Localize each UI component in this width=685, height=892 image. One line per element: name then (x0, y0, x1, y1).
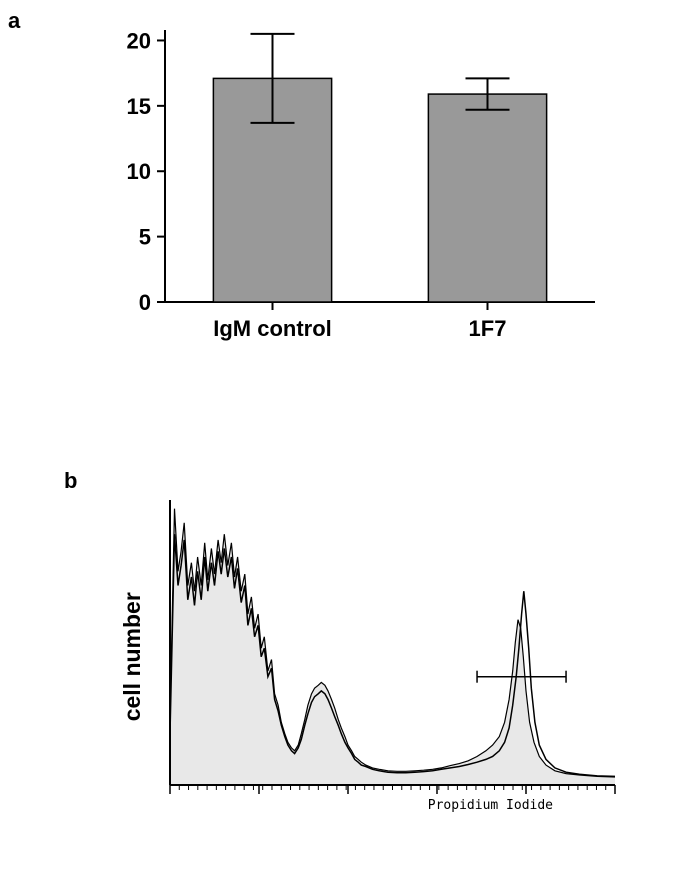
bar-chart-svg: 05101520IgM control1F7% apoptotic cells (115, 20, 615, 355)
category-label: 1F7 (469, 316, 507, 341)
ytick-label: 5 (139, 225, 151, 250)
histogram-chart: Propidium Iodide cell number (115, 490, 635, 830)
ylabel: cell number (119, 592, 145, 721)
ytick-label: 0 (139, 290, 151, 315)
ytick-label: 15 (127, 94, 151, 119)
ytick-label: 10 (127, 159, 151, 184)
bar-chart: 05101520IgM control1F7% apoptotic cells (115, 20, 615, 355)
bar (428, 94, 546, 302)
xlabel: Propidium Iodide (428, 798, 553, 813)
panel-b-label: b (64, 468, 77, 494)
panel-a-label: a (8, 8, 20, 34)
category-label: IgM control (213, 316, 332, 341)
ytick-label: 20 (127, 28, 151, 53)
histogram-svg: Propidium Iodide cell number (115, 490, 635, 830)
histogram-fill (170, 509, 615, 785)
